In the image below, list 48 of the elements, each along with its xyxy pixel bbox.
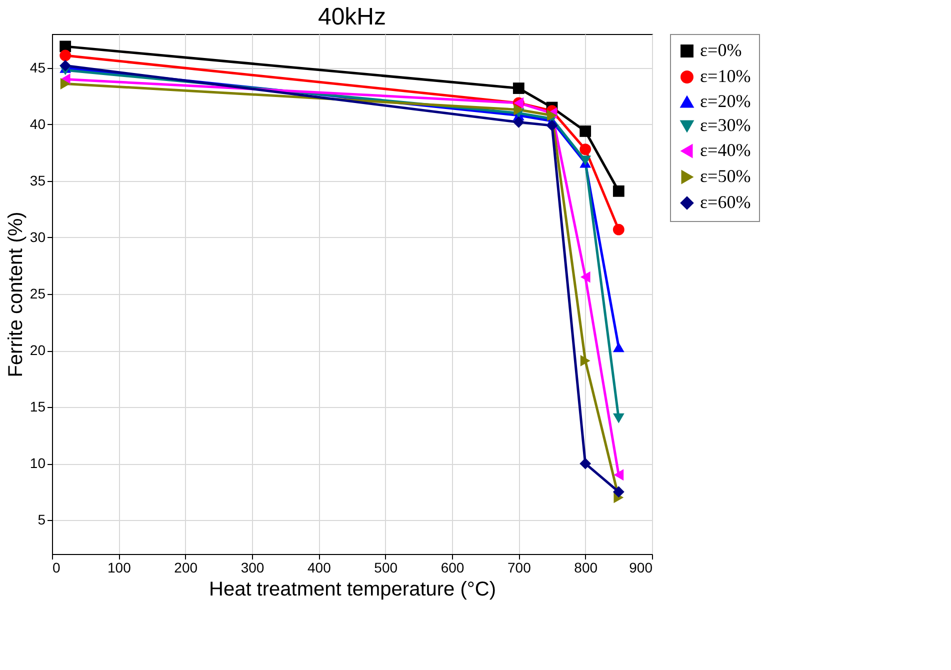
y-tick-label: 20 [30,342,46,358]
point [547,110,557,122]
x-tick-label: 800 [574,560,598,576]
chart-title: 40kHz [318,4,386,30]
x-tick-label: 0 [52,560,60,576]
legend-label: ε=10% [700,66,751,86]
x-tick-label: 200 [174,560,198,576]
y-tick-label: 45 [30,59,46,76]
legend-label: ε=50% [700,166,751,186]
x-tick-label: 400 [307,560,332,576]
point [614,469,624,481]
point [512,116,524,128]
x-axis-title: Heat treatment temperature (°C) [209,578,496,600]
point [612,413,624,424]
x-tick-label: 300 [240,560,264,576]
legend-label: ε=40% [700,140,751,160]
legend-label: ε=30% [700,115,751,135]
point [612,486,624,498]
legend-label: ε=60% [700,192,751,212]
point [60,78,70,90]
y-tick-label: 5 [38,512,46,528]
point [580,271,590,283]
point [580,354,590,366]
legend-label: ε=20% [700,91,751,111]
y-tick-label: 30 [30,228,46,245]
point [612,342,624,352]
point [60,60,72,72]
point [546,120,558,132]
point [580,126,592,137]
y-axis-title: Ferrite content (%) [4,212,27,378]
point [612,185,624,197]
point [612,224,624,236]
x-tick-label: 700 [507,560,532,576]
y-tick-label: 15 [30,398,46,415]
y-tick-label: 35 [30,172,46,188]
x-tick-label: 900 [629,560,653,576]
point [514,104,524,116]
y-tick-label: 10 [30,455,46,472]
point [512,82,524,94]
x-tick-label: 600 [440,560,464,576]
y-tick-label: 25 [30,286,46,302]
point [60,50,72,62]
x-tick-label: 100 [107,560,132,576]
x-tick-label: 500 [374,560,398,576]
point [580,458,592,470]
legend-label: ε=0% [700,40,742,60]
y-tick-label: 40 [30,116,46,132]
point [580,144,592,155]
